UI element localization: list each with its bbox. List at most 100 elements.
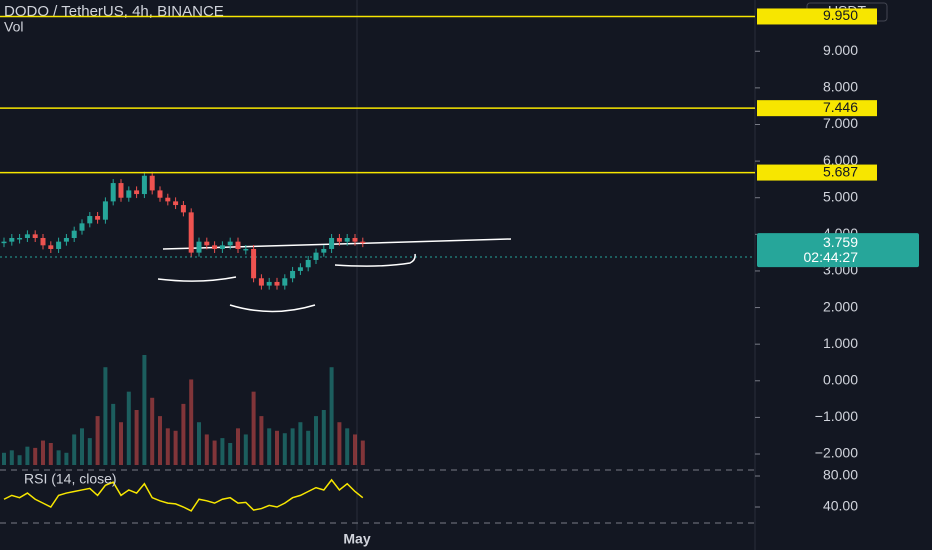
last-price-box (757, 233, 919, 268)
volume-bar (337, 422, 342, 465)
candle (126, 190, 132, 198)
candle (344, 237, 350, 242)
time-label: May (343, 531, 370, 547)
marks (1, 171, 366, 512)
candle (165, 197, 171, 202)
volume-bar (173, 430, 178, 465)
shoulder-drawing (334, 253, 416, 267)
shoulder-drawing (157, 276, 237, 282)
candle (17, 237, 23, 240)
candle (321, 248, 327, 253)
volume-bar (72, 434, 77, 465)
candle (274, 281, 280, 286)
volume-bar (181, 403, 186, 465)
candle (297, 267, 303, 271)
candle (1, 241, 7, 244)
candle (219, 245, 225, 249)
candle (48, 245, 54, 249)
level-box (757, 164, 877, 181)
volume-bar (158, 416, 162, 465)
candle (40, 237, 46, 246)
volume-bar (290, 428, 295, 465)
volume-bar (41, 440, 45, 465)
candle (360, 241, 366, 244)
level-label: 9.950 (823, 7, 858, 23)
y-tick-label: 1.000 (823, 335, 858, 351)
candle (266, 281, 272, 286)
candle (79, 223, 85, 231)
candle (141, 175, 147, 195)
candle (227, 241, 233, 246)
countdown: 02:44:27 (804, 249, 859, 265)
y-tick-label: 7.000 (823, 115, 858, 131)
candle (251, 248, 257, 279)
volume-bar (204, 434, 209, 465)
volume-bar (282, 433, 287, 465)
volume-bar (228, 443, 233, 465)
volume-bar (119, 422, 123, 465)
candle (243, 248, 249, 251)
candle (180, 205, 186, 213)
candle (87, 216, 93, 224)
volume-bar (243, 434, 248, 465)
volume-bar (17, 455, 22, 465)
volume-bar (95, 416, 100, 465)
volume-bar (298, 422, 303, 465)
volume-bar (259, 416, 264, 465)
volume-bar (142, 355, 147, 465)
volume-bar (87, 438, 92, 465)
volume-bar (275, 430, 279, 465)
volume-bar (360, 440, 365, 465)
y-tick-label: 8.000 (823, 79, 858, 95)
volume-bar (345, 428, 350, 465)
candle (9, 237, 15, 242)
volume-bar (48, 443, 53, 465)
volume-bar (56, 450, 61, 465)
candle (102, 201, 108, 220)
volume-bar (25, 446, 30, 465)
y-tick-label: 0.000 (823, 371, 858, 387)
candle (188, 212, 194, 253)
volume-bar (251, 391, 256, 465)
symbol-title: DODO / TetherUS, 4h, BINANCE (4, 3, 224, 20)
volume-bar (103, 367, 108, 465)
y-tick-label: 5.000 (823, 188, 858, 204)
volume-bar (267, 428, 272, 465)
candle (110, 183, 116, 202)
head-drawing (229, 304, 316, 313)
volume-bar (2, 452, 6, 465)
level-label: 5.687 (823, 163, 858, 179)
candle (352, 237, 358, 242)
candle (71, 230, 77, 238)
level-box (757, 8, 877, 25)
last-price: 3.759 (823, 234, 858, 250)
volume-bar (329, 367, 334, 465)
candle (32, 234, 38, 238)
volume-label: Vol (4, 19, 23, 35)
candle (118, 183, 124, 198)
volume-bar (306, 430, 311, 465)
volume-bar (64, 452, 69, 465)
candle (235, 241, 241, 249)
rsi-tick-label: 80.00 (823, 467, 858, 483)
y-tick-label: 6.000 (823, 152, 858, 168)
volume-bar (314, 416, 318, 465)
candle (149, 175, 155, 191)
candle (95, 216, 101, 220)
y-tick-label: −1.000 (815, 408, 858, 424)
candle (290, 270, 296, 279)
candle (305, 259, 311, 268)
volume-bar (189, 379, 194, 465)
candle (336, 237, 342, 242)
rsi-line (3, 478, 364, 512)
volume-bar (150, 397, 155, 465)
candle (63, 237, 69, 242)
candle (282, 278, 288, 286)
volume-bar (80, 428, 84, 465)
volume-bar (126, 391, 131, 465)
volume-bar (197, 422, 201, 465)
candle (134, 190, 140, 195)
volume-bar (111, 403, 116, 465)
rsi-tick-label: 40.00 (823, 498, 858, 514)
